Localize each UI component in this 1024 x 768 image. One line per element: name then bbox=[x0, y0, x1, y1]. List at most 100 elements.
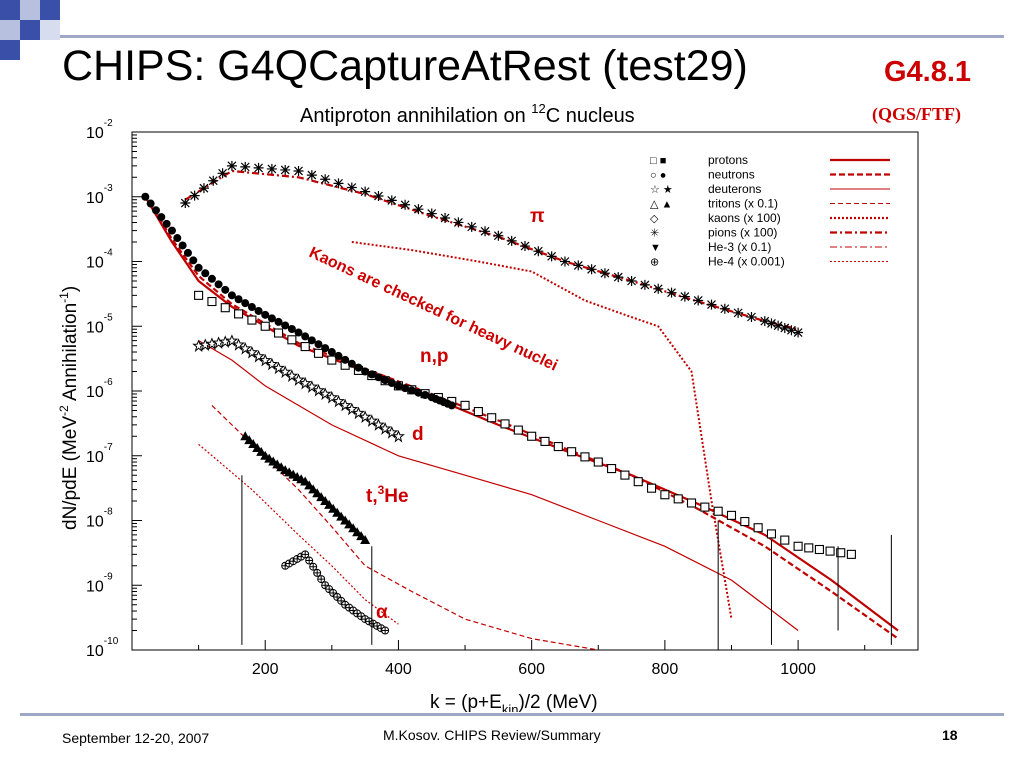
header-line bbox=[60, 35, 1004, 38]
x-tick-label: 800 bbox=[652, 661, 679, 678]
deuteron-point bbox=[378, 422, 392, 435]
neutron-point bbox=[162, 219, 171, 228]
deuteron-point bbox=[238, 342, 252, 355]
pion-point bbox=[779, 322, 790, 333]
pion-point bbox=[386, 195, 397, 206]
proton-point bbox=[726, 510, 737, 520]
y-tick-label: 10-5 bbox=[86, 312, 113, 336]
pion-point bbox=[520, 241, 530, 252]
deuteron-point bbox=[392, 429, 405, 443]
neutron-point bbox=[374, 373, 383, 382]
neutron-point bbox=[294, 328, 303, 337]
deuteron-point bbox=[298, 376, 312, 390]
y-axis-label: dN/pdE (MeV-2 Annihilation-1) bbox=[57, 286, 81, 530]
neutron-point bbox=[401, 384, 410, 393]
pion-point bbox=[786, 325, 797, 336]
neutron-point bbox=[151, 206, 160, 215]
neutron-point bbox=[221, 285, 230, 294]
proton-point bbox=[487, 413, 497, 423]
pion-point bbox=[360, 186, 371, 197]
neutron-point bbox=[227, 291, 236, 300]
pion-point bbox=[506, 235, 517, 246]
legend-marker: ✳ bbox=[650, 228, 659, 240]
proton-point bbox=[686, 498, 697, 508]
deuteron-point bbox=[325, 391, 339, 404]
model-protons-curve bbox=[144, 196, 899, 632]
legend-marker: △ ▲ bbox=[650, 199, 672, 211]
proton-point bbox=[633, 477, 643, 487]
neutron-point bbox=[254, 306, 263, 315]
neutron-point bbox=[447, 401, 456, 410]
pion-point bbox=[679, 291, 690, 302]
footer-author: M.Kosov. CHIPS Review/Summary bbox=[383, 727, 601, 743]
neutron-point bbox=[334, 351, 343, 360]
pion-point bbox=[373, 191, 384, 202]
version-sublabel: (QGS/FTF) bbox=[872, 104, 961, 124]
neutron-point bbox=[167, 226, 176, 235]
neutron-point bbox=[387, 379, 396, 388]
legend-label: neutrons bbox=[708, 168, 755, 182]
neutron-point bbox=[421, 390, 430, 399]
proton-point bbox=[660, 490, 670, 500]
proton-point bbox=[593, 457, 603, 467]
neutron-point bbox=[367, 370, 376, 379]
version-label: G4.8.1 bbox=[884, 56, 972, 88]
proton-point bbox=[207, 296, 217, 307]
legend-marker: □ ■ bbox=[650, 155, 666, 167]
pion-point bbox=[493, 230, 504, 241]
neutron-point bbox=[287, 324, 296, 333]
pion-point bbox=[217, 168, 228, 179]
pion-point bbox=[440, 212, 451, 223]
neutron-point bbox=[327, 348, 336, 357]
corner-square-2 bbox=[20, 0, 40, 20]
pion-point bbox=[546, 251, 557, 262]
proton-point bbox=[553, 442, 563, 452]
neutron-point bbox=[146, 199, 155, 208]
deuteron-point bbox=[352, 406, 365, 420]
deuteron-point bbox=[232, 338, 245, 351]
annotation-pi: π bbox=[530, 206, 545, 227]
proton-point bbox=[287, 335, 297, 345]
pion-point bbox=[226, 160, 237, 171]
neutron-point bbox=[141, 192, 150, 201]
y-tick-label: 10-3 bbox=[86, 183, 113, 207]
legend-marker: ○ ● bbox=[650, 170, 666, 182]
neutron-point bbox=[341, 355, 350, 364]
triton-point bbox=[360, 534, 371, 544]
pion-point bbox=[266, 163, 277, 174]
legend-label: deuterons bbox=[708, 182, 761, 196]
model-kaons-curve bbox=[351, 241, 733, 620]
he4-point-cross bbox=[313, 569, 321, 577]
legend-marker: ⊕ bbox=[650, 257, 659, 269]
proton-point bbox=[846, 549, 856, 559]
x-tick-label: 600 bbox=[518, 661, 545, 678]
pion-point bbox=[293, 165, 304, 176]
neutron-point bbox=[214, 280, 223, 289]
neutron-point bbox=[157, 213, 166, 222]
deuteron-point bbox=[312, 383, 325, 397]
neutron-point bbox=[261, 310, 270, 319]
y-tick-label: 10-10 bbox=[86, 636, 119, 660]
proton-point bbox=[500, 419, 510, 429]
proton-point bbox=[713, 506, 723, 516]
pion-point bbox=[573, 260, 584, 271]
pion-point bbox=[333, 178, 344, 189]
deuteron-point bbox=[265, 357, 279, 371]
pion-point bbox=[189, 190, 200, 201]
neutron-point bbox=[194, 263, 203, 272]
pion-point bbox=[320, 174, 331, 185]
model-neutrons-curve bbox=[144, 193, 899, 640]
y-tick-label: 10-4 bbox=[86, 248, 113, 272]
corner-square-6 bbox=[0, 40, 20, 60]
he4-point-cross bbox=[337, 597, 345, 605]
neutron-point bbox=[301, 332, 310, 341]
chart-svg: 10-2 10-3 10-4 10-5 10-6 10-7 10-8 10-9 10-10 200… bbox=[57, 101, 919, 712]
slide-title: CHIPS: G4QCaptureAtRest (test29) bbox=[62, 42, 748, 90]
pion-point bbox=[759, 316, 770, 327]
pion-point bbox=[626, 275, 637, 286]
pion-point bbox=[766, 318, 777, 329]
pion-point bbox=[719, 303, 730, 314]
legend-label: tritons (x 0.1) bbox=[708, 197, 778, 211]
pion-point bbox=[746, 311, 757, 322]
proton-point bbox=[527, 431, 537, 441]
